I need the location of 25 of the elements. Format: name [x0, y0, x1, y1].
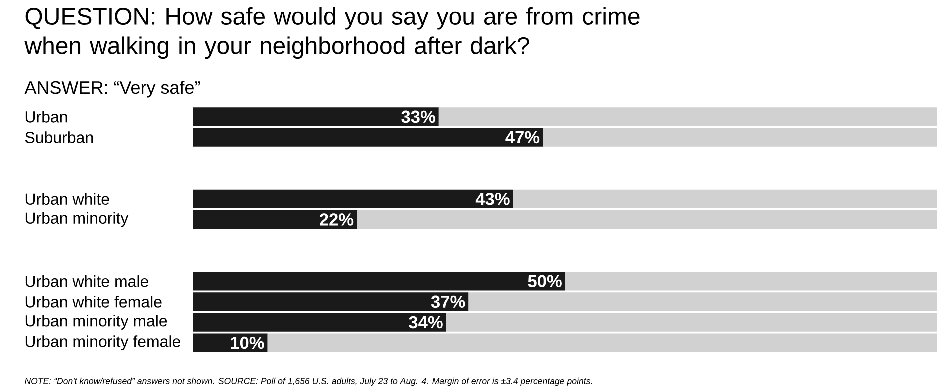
data-label: 37% — [431, 296, 466, 308]
data-label: 33% — [402, 110, 436, 124]
y-tick-label: Suburban — [25, 132, 94, 144]
data-label: 43% — [476, 193, 510, 206]
y-tick-label: Urban minority female — [26, 336, 180, 351]
data-label: 34% — [409, 316, 443, 329]
data-label: 22% — [320, 214, 354, 226]
bar — [193, 210, 358, 230]
y-tick-label: Urban minority male — [26, 315, 168, 330]
bar — [357, 210, 938, 230]
y-tick-label: Urban minority — [26, 212, 129, 228]
bar — [193, 272, 566, 291]
data-label: 10% — [231, 336, 264, 350]
chart-title: QUESTION: How safe would you say you are from crime when walking in your neighborhood after dark? — [24, 7, 640, 60]
bar — [193, 190, 514, 209]
chart-subtitle: ANSWER: “Very safe” — [24, 80, 200, 98]
y-tick-label: Urban white — [26, 193, 110, 206]
y-tick-label: Urban — [26, 111, 68, 123]
bar — [565, 272, 938, 291]
bar — [513, 190, 938, 209]
y-tick-label: Urban white male — [26, 276, 148, 288]
y-tick-label: Urban white female — [26, 296, 162, 308]
data-label: 50% — [528, 275, 562, 288]
text: NOTE: “Don't know/refused” answers not shown. SOURCE: Poll of 1,656 U.S. adults, July 23 to Aug. 4. Margin of error is ±3.4 percentage points. — [24, 378, 592, 386]
data-label: 47% — [506, 131, 540, 144]
